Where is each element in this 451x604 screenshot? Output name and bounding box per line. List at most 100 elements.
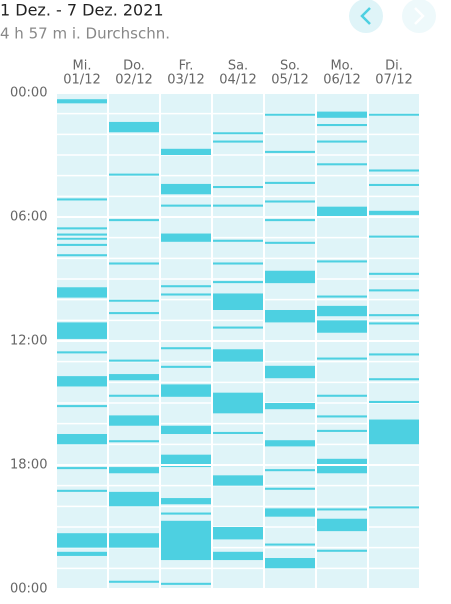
usage-bar	[161, 512, 211, 515]
usage-bar	[109, 440, 159, 443]
column-date: 07/12	[375, 73, 412, 88]
usage-bar	[57, 233, 107, 236]
usage-bar	[265, 113, 315, 116]
y-tick-label: 12:00	[10, 334, 47, 349]
usage-bar	[317, 295, 367, 298]
usage-bar	[265, 487, 315, 490]
usage-bar	[213, 392, 263, 414]
usage-bar	[57, 99, 107, 104]
prev-chevron[interactable]	[360, 7, 371, 25]
usage-bar	[161, 384, 211, 397]
usage-bar	[57, 198, 107, 201]
usage-bar	[265, 150, 315, 153]
usage-bar	[369, 419, 419, 445]
title: 1 Dez. - 7 Dez. 2021	[0, 1, 164, 20]
usage-bar	[57, 287, 107, 298]
usage-bar	[317, 305, 367, 317]
prev-button-bg[interactable]	[349, 0, 383, 33]
usage-bar	[57, 533, 107, 548]
usage-bar	[317, 549, 367, 552]
usage-bar	[265, 469, 315, 472]
usage-bar	[369, 322, 419, 325]
usage-bar	[161, 233, 211, 242]
usage-bar	[213, 349, 263, 362]
usage-bar	[57, 254, 107, 257]
prev-button[interactable]	[349, 0, 383, 33]
usage-bar	[109, 299, 159, 302]
usage-bar	[369, 169, 419, 172]
usage-bar	[109, 121, 159, 133]
usage-bar	[213, 551, 263, 561]
usage-bar	[265, 181, 315, 184]
usage-bar	[369, 378, 419, 381]
usage-bar	[57, 489, 107, 492]
usage-bar	[57, 405, 107, 408]
usage-bar	[317, 140, 367, 143]
usage-bar	[161, 498, 211, 505]
usage-bar	[369, 400, 419, 403]
usage-bar	[57, 376, 107, 387]
usage-bar	[57, 351, 107, 354]
usage-bar	[213, 431, 263, 434]
usage-bar	[369, 272, 419, 275]
usage-bar	[265, 200, 315, 203]
usage-bar	[265, 365, 315, 379]
usage-bar	[265, 440, 315, 447]
usage-bar	[109, 580, 159, 583]
usage-bar	[213, 475, 263, 486]
column-day: Di.	[385, 59, 403, 74]
usage-bar	[109, 394, 159, 397]
usage-bar	[265, 241, 315, 244]
usage-bar	[109, 467, 159, 474]
usage-bar	[109, 415, 159, 426]
usage-bar	[369, 506, 419, 509]
usage-bar	[317, 458, 367, 474]
usage-bar	[161, 148, 211, 155]
usage-bar	[317, 415, 367, 418]
usage-bar	[109, 491, 159, 507]
usage-bar	[317, 260, 367, 263]
usage-bar	[57, 434, 107, 445]
usage-bar	[161, 347, 211, 350]
usage-bar	[265, 270, 315, 284]
usage-bar	[369, 314, 419, 317]
usage-bar	[317, 518, 367, 532]
usage-bar	[265, 310, 315, 323]
usage-bar	[213, 186, 263, 189]
usage-bar	[109, 312, 159, 315]
usage-bar	[109, 173, 159, 176]
usage-bar	[57, 551, 107, 556]
column-day: Do.	[123, 59, 145, 74]
usage-bar	[109, 219, 159, 222]
usage-bar	[161, 285, 211, 288]
next-chevron	[414, 7, 425, 25]
usage-bar	[317, 394, 367, 397]
usage-bar	[317, 357, 367, 360]
usage-bar	[213, 239, 263, 242]
usage-bar	[109, 533, 159, 548]
usage-bar	[161, 582, 211, 585]
usage-bar	[265, 558, 315, 569]
column-date: 05/12	[271, 73, 308, 88]
next-button-bg	[402, 0, 436, 33]
usage-bar	[369, 235, 419, 238]
usage-bar	[161, 204, 211, 207]
usage-bar	[317, 124, 367, 127]
subtitle: 4 h 57 m i. Durchschn.	[0, 25, 170, 43]
usage-bar	[161, 425, 211, 434]
column-day: So.	[280, 59, 300, 74]
y-tick-label: 06:00	[10, 210, 47, 225]
usage-bar	[317, 111, 367, 118]
usage-bar	[213, 262, 263, 265]
usage-bar	[317, 163, 367, 166]
y-tick-label: 18:00	[10, 458, 47, 473]
usage-bar	[265, 403, 315, 410]
usage-bar	[161, 293, 211, 296]
y-tick-label: 00:00	[10, 582, 47, 597]
usage-bar	[213, 281, 263, 284]
usage-bar	[369, 183, 419, 186]
usage-bar	[369, 353, 419, 356]
usage-bar	[161, 365, 211, 368]
usage-bar	[369, 210, 419, 215]
